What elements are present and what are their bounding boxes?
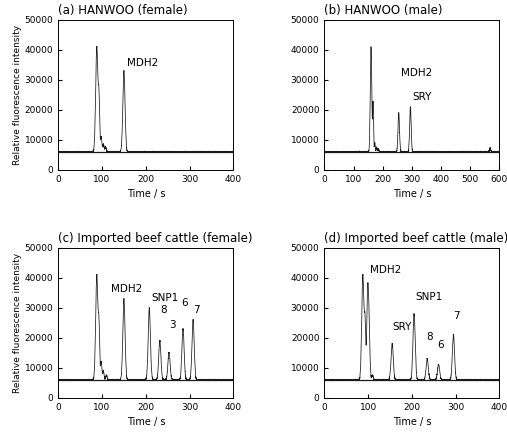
Text: (d) Imported beef cattle (male): (d) Imported beef cattle (male) [324, 232, 507, 245]
Text: 6: 6 [438, 340, 444, 350]
Text: 6: 6 [182, 298, 188, 308]
Text: 8: 8 [160, 305, 166, 315]
Text: SRY: SRY [392, 322, 412, 332]
Text: (c) Imported beef cattle (female): (c) Imported beef cattle (female) [58, 232, 253, 245]
Text: (b) HANWOO (male): (b) HANWOO (male) [324, 4, 443, 17]
Text: MDH2: MDH2 [127, 58, 159, 68]
Text: (a) HANWOO (female): (a) HANWOO (female) [58, 4, 188, 17]
Text: 7: 7 [453, 311, 460, 321]
Text: MDH2: MDH2 [370, 265, 401, 275]
X-axis label: Time / s: Time / s [392, 417, 431, 427]
Text: SRY: SRY [413, 92, 432, 102]
Text: SNP1: SNP1 [152, 293, 179, 303]
Y-axis label: Relative fluorescence intensity: Relative fluorescence intensity [13, 253, 22, 393]
Text: SNP1: SNP1 [415, 291, 443, 302]
Text: MDH2: MDH2 [401, 68, 432, 78]
Text: 8: 8 [426, 332, 433, 342]
X-axis label: Time / s: Time / s [127, 189, 165, 199]
Text: MDH2: MDH2 [111, 284, 142, 294]
Y-axis label: Relative fluorescence intensity: Relative fluorescence intensity [13, 24, 22, 165]
Text: 7: 7 [193, 305, 200, 315]
Text: 3: 3 [169, 320, 175, 330]
X-axis label: Time / s: Time / s [392, 189, 431, 199]
X-axis label: Time / s: Time / s [127, 417, 165, 427]
